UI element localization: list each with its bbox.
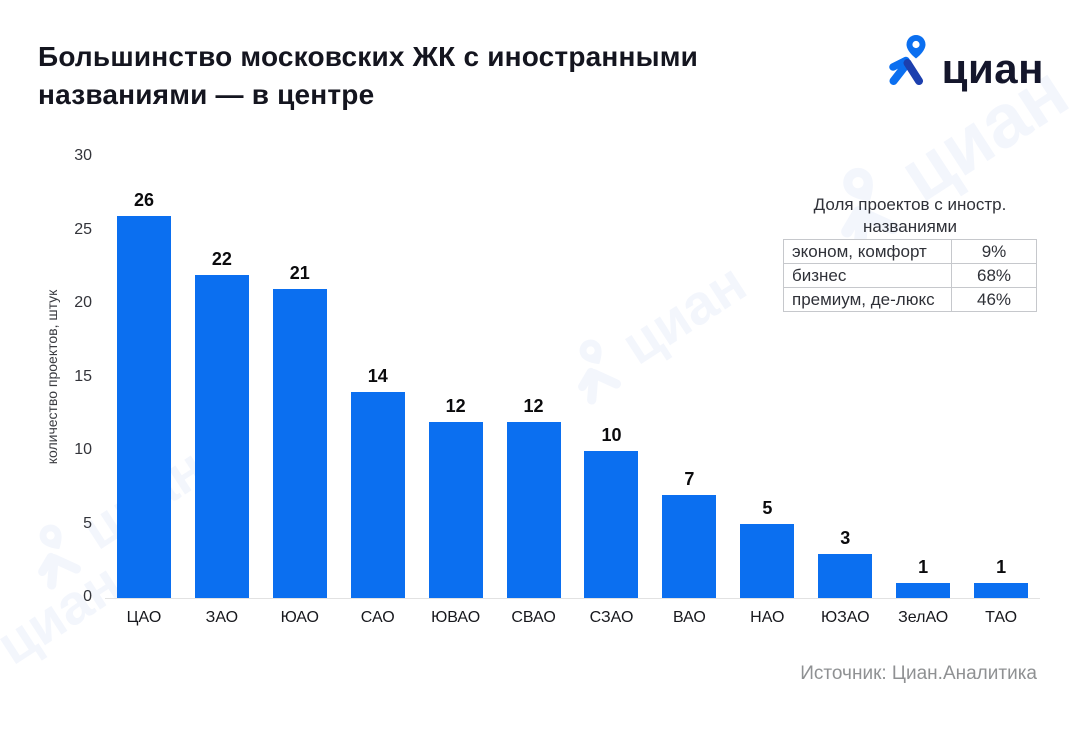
bar-value-label: 21 (289, 263, 310, 283)
bar-group: 12 (417, 150, 495, 598)
y-axis-tick-label: 20 (74, 294, 92, 311)
x-axis-label: ЦАО (126, 609, 162, 626)
bar (662, 495, 717, 598)
y-axis-tick-label: 5 (83, 515, 92, 532)
x-axis-label: СЗАО (589, 609, 634, 626)
bar (428, 422, 483, 598)
cian-person-pin-icon (886, 34, 936, 91)
bar-value-label: 1 (918, 557, 929, 577)
bar (974, 583, 1029, 598)
bar-value-label: 1 (996, 557, 1007, 577)
bar (272, 289, 327, 598)
x-axis-label: СВАО (511, 609, 556, 626)
bar (740, 524, 795, 598)
bar-group: 10 (573, 150, 651, 598)
bar-value-label: 14 (367, 366, 388, 386)
x-axis-labels: ЦАО ЗАО ЮАО САО ЮВАО СВАО СЗАО ВАО НАО ЮЗАО ЗелАО Т… (105, 609, 1040, 627)
bar-group: 21 (261, 150, 339, 598)
bar-chart-plot-area: 26 22 21 14 12 12 10 7 5 3 1 1 (105, 150, 1040, 598)
bar (584, 451, 639, 598)
bar-group: 7 (650, 150, 728, 598)
bar (896, 583, 951, 598)
table-row-value: 9% (951, 239, 1037, 264)
bar-group: 12 (495, 150, 573, 598)
y-axis-tick-label: 0 (83, 588, 92, 605)
table-row-label: премиум, де-люкс (783, 287, 952, 312)
y-axis-tick-label: 30 (74, 147, 92, 164)
x-axis-label: ЮЗАО (820, 609, 870, 626)
bar-value-label: 22 (211, 249, 232, 269)
table-row-value: 68% (951, 263, 1037, 288)
cian-logo-text: циан (941, 45, 1044, 92)
table-row: эконом, комфорт 9% (783, 239, 1037, 264)
y-axis-tick-label: 25 (74, 221, 92, 238)
bar-group: 14 (339, 150, 417, 598)
bar-group: 3 (806, 150, 884, 598)
bar-value-label: 7 (684, 469, 695, 489)
x-axis-label: ВАО (672, 609, 706, 626)
bar-group: 22 (183, 150, 261, 598)
bar-value-label: 5 (762, 498, 773, 518)
table-row-value: 46% (951, 287, 1037, 312)
bar-group: 5 (728, 150, 806, 598)
cian-logo: циан (886, 34, 1044, 91)
table-row: бизнес 68% (783, 263, 1037, 288)
bar (194, 275, 249, 598)
x-axis-label: ТАО (985, 609, 1018, 626)
bar-group: 1 (962, 150, 1040, 598)
page-title: Большинство московских ЖК с иностранными… (38, 41, 699, 110)
bar-group: 1 (884, 150, 962, 598)
bar-value-label: 3 (840, 528, 851, 548)
bar-value-label: 12 (523, 396, 544, 416)
bar (506, 422, 561, 598)
x-axis-label: ЮАО (280, 609, 319, 626)
source-caption: Источник: Циан.Аналитика (800, 663, 1037, 684)
bar-value-label: 26 (133, 190, 154, 210)
bar-value-label: 12 (445, 396, 466, 416)
table-row-label: эконом, комфорт (783, 239, 952, 264)
bar (116, 216, 171, 598)
x-axis-label: ЗелАО (898, 609, 949, 626)
table-row-label: бизнес (783, 263, 952, 288)
x-axis-label: ЮВАО (431, 609, 481, 626)
bar-group: 26 (105, 150, 183, 598)
side-table-title: Доля проектов с иностр. названиями (813, 195, 1007, 236)
table-row: премиум, де-люкс 46% (783, 287, 1037, 312)
x-axis-label: НАО (750, 609, 785, 626)
bar (350, 392, 405, 598)
share-of-foreign-names-table: эконом, комфорт 9% бизнес 68% премиум, д… (783, 239, 1037, 312)
y-axis-tick-label: 10 (74, 441, 92, 458)
y-axis-tick-label: 15 (74, 368, 92, 385)
x-axis-label: ЗАО (205, 609, 239, 626)
bar-value-label: 10 (601, 425, 622, 445)
bar (818, 554, 873, 598)
x-axis-label: САО (360, 609, 395, 626)
x-axis-baseline (105, 598, 1040, 599)
